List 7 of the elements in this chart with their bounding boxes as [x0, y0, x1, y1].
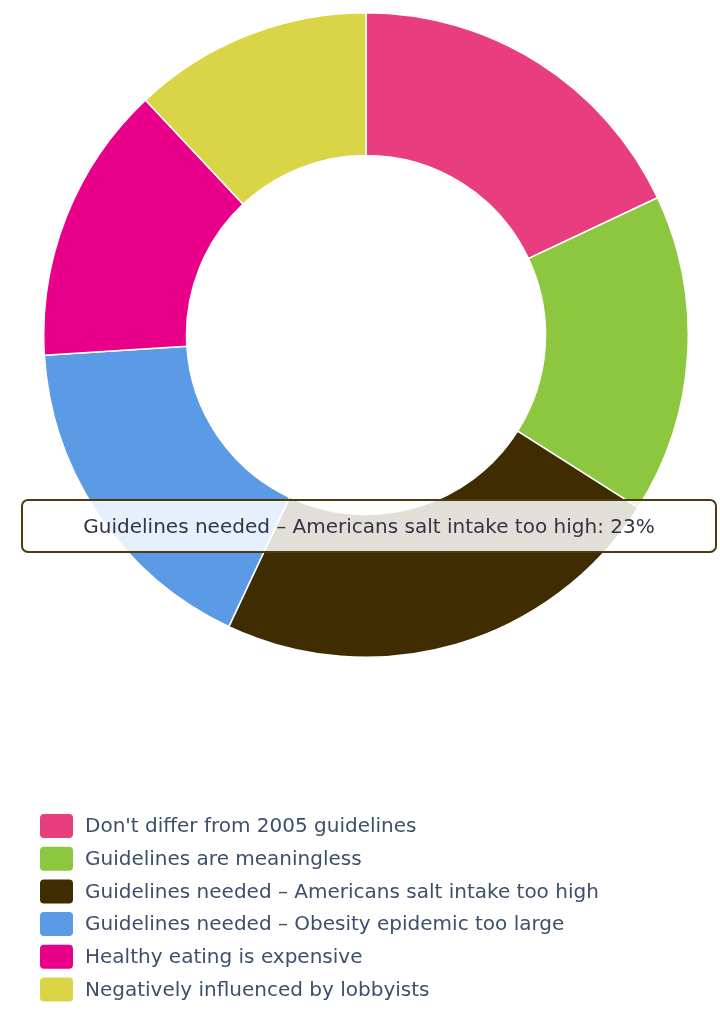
- legend-label: Guidelines are meaningless: [85, 845, 362, 870]
- legend-label: Negatively influenced by lobbyists: [85, 976, 430, 1001]
- legend-label: Guidelines needed – Americans salt intake too high: [85, 878, 599, 903]
- legend-label: Don't differ from 2005 guidelines: [85, 813, 417, 838]
- legend-label: Guidelines needed – Obesity epidemic too large: [85, 911, 565, 936]
- text: Guidelines needed – Americans salt intake too high: 23%: [83, 514, 655, 538]
- legend-label: Healthy eating is expensive: [85, 944, 363, 968]
